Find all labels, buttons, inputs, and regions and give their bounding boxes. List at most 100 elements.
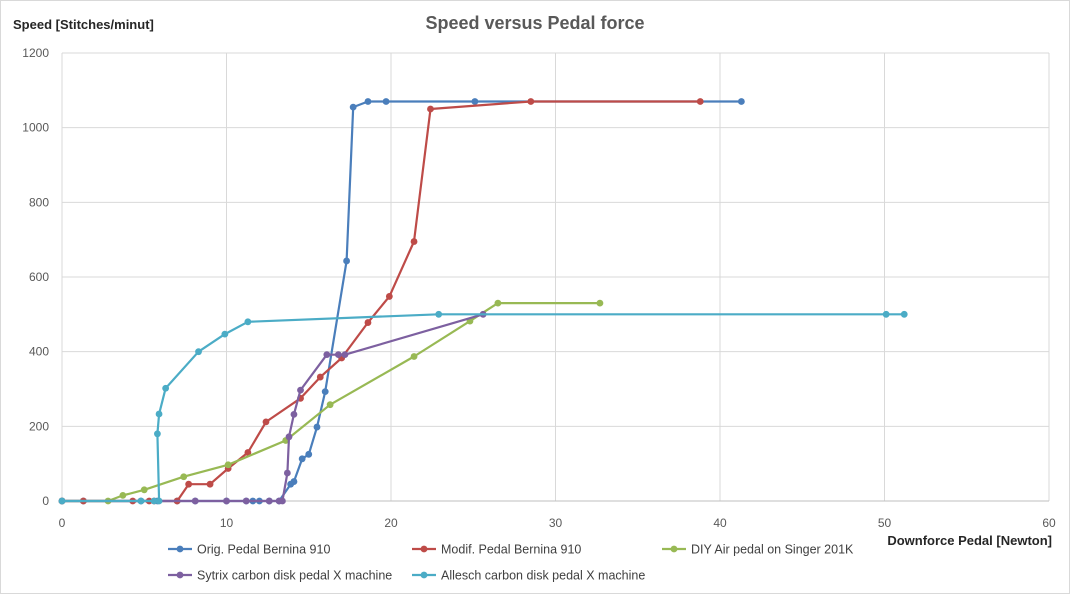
- data-point: [262, 418, 270, 426]
- data-point: [882, 310, 890, 318]
- data-point: [313, 423, 321, 431]
- series-line: [62, 100, 742, 503]
- data-point: [244, 449, 252, 456]
- legend-marker: [420, 545, 428, 553]
- x-tick-label: 10: [220, 516, 234, 530]
- data-point: [185, 480, 193, 488]
- data-point: [155, 497, 163, 505]
- legend-item: Allesch carbon disk pedal X machine: [412, 569, 645, 583]
- x-tick-label: 40: [713, 516, 727, 530]
- data-point: [279, 497, 286, 505]
- data-point: [244, 318, 252, 326]
- series-1: [58, 98, 745, 505]
- data-point: [154, 430, 161, 438]
- y-tick-label: 800: [29, 195, 49, 209]
- y-axis-title: Speed [Stitches/minut]: [13, 17, 154, 32]
- legend-label: Sytrix carbon disk pedal X machine: [197, 569, 392, 583]
- data-point: [242, 497, 250, 505]
- data-point: [223, 497, 230, 505]
- data-point: [316, 373, 324, 381]
- data-point: [900, 310, 908, 318]
- legend-marker: [670, 545, 678, 553]
- data-point: [285, 433, 293, 441]
- data-point: [527, 98, 535, 105]
- data-point: [364, 98, 372, 105]
- data-point: [298, 455, 306, 463]
- axes: 0 200 400 600 800 1000 1200 0 10 20 30 40 50 60: [22, 46, 1056, 530]
- y-tick-label: 1200: [22, 46, 49, 60]
- data-point: [341, 351, 349, 359]
- data-point: [410, 238, 418, 245]
- data-point: [334, 351, 342, 359]
- data-point: [290, 410, 298, 418]
- x-tick-label: 0: [59, 516, 66, 530]
- legend-marker: [176, 545, 184, 553]
- series-3: [58, 299, 604, 505]
- data-point: [737, 98, 745, 105]
- legend-marker: [176, 571, 184, 579]
- data-point: [283, 469, 291, 477]
- data-point: [206, 480, 214, 488]
- data-point: [364, 319, 372, 326]
- data-point: [180, 473, 188, 481]
- data-point: [119, 492, 127, 499]
- data-point: [382, 98, 390, 105]
- y-tick-label: 200: [29, 419, 49, 433]
- data-point: [191, 497, 199, 505]
- legend-item: Modif. Pedal Bernina 910: [412, 543, 581, 557]
- data-point: [195, 348, 202, 356]
- data-point: [150, 497, 158, 505]
- x-tick-label: 50: [878, 516, 892, 530]
- series-2: [58, 98, 704, 505]
- data-point: [410, 353, 418, 360]
- legend-label: Orig. Pedal Bernina 910: [197, 543, 330, 557]
- legend-item: Orig. Pedal Bernina 910: [168, 543, 330, 557]
- data-point: [696, 98, 704, 105]
- data-point: [155, 410, 163, 418]
- data-point: [343, 257, 350, 265]
- data-point: [162, 384, 170, 392]
- legend-label: Allesch carbon disk pedal X machine: [441, 569, 645, 583]
- data-point: [265, 497, 273, 505]
- data-point: [224, 461, 232, 469]
- chart-title: Speed versus Pedal force: [425, 13, 644, 33]
- data-point: [140, 486, 148, 494]
- y-tick-label: 600: [29, 270, 49, 284]
- data-point: [349, 103, 357, 111]
- legend-marker: [420, 571, 428, 579]
- data-point: [58, 497, 66, 505]
- data-point: [321, 388, 329, 396]
- x-tick-label: 20: [384, 516, 398, 530]
- data-point: [596, 299, 604, 307]
- legend-item: Sytrix carbon disk pedal X machine: [168, 569, 392, 583]
- legend-label: DIY Air pedal on Singer 201K: [691, 543, 854, 557]
- data-point: [290, 478, 298, 485]
- legend: Orig. Pedal Bernina 910 Modif. Pedal Bern…: [168, 543, 854, 583]
- data-point: [297, 386, 304, 394]
- y-tick-label: 0: [42, 494, 49, 508]
- data-point: [471, 98, 479, 105]
- data-point: [137, 497, 145, 505]
- series-layer: [58, 98, 908, 505]
- data-point: [221, 330, 229, 338]
- x-tick-label: 30: [549, 516, 563, 530]
- gridlines: [61, 52, 1050, 502]
- series-line: [62, 313, 905, 503]
- legend-label: Modif. Pedal Bernina 910: [441, 543, 581, 557]
- data-point: [494, 299, 502, 307]
- data-point: [326, 401, 334, 409]
- x-axis-title: Downforce Pedal [Newton]: [887, 533, 1052, 548]
- data-point: [385, 293, 393, 300]
- data-point: [305, 450, 313, 458]
- data-point: [323, 351, 331, 359]
- y-tick-label: 400: [29, 345, 49, 359]
- data-point: [427, 105, 434, 113]
- series-4: [58, 310, 487, 505]
- x-tick-label: 60: [1042, 516, 1056, 530]
- legend-item: DIY Air pedal on Singer 201K: [662, 543, 854, 557]
- series-5: [58, 310, 908, 505]
- y-tick-label: 1000: [22, 121, 49, 135]
- series-line: [62, 313, 484, 503]
